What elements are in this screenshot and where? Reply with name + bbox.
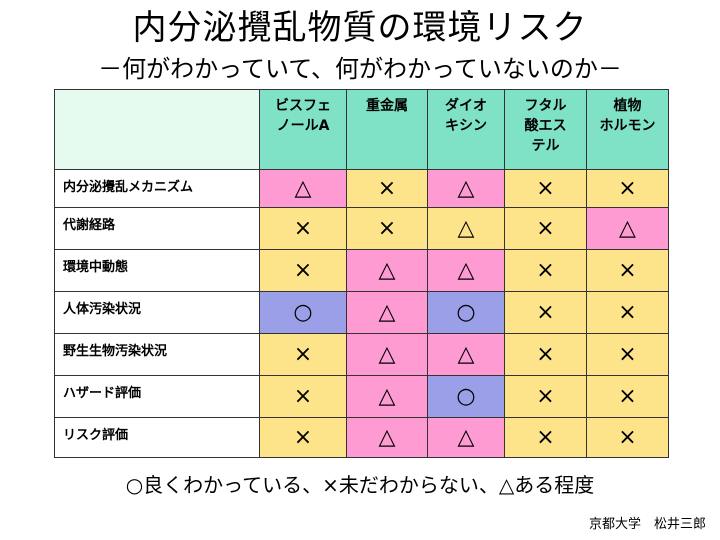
column-header-line: ビスフェ xyxy=(275,98,331,114)
table-row: ハザード評価 × △ ○ × × xyxy=(54,375,669,418)
column-header: ビスフェノールA xyxy=(259,89,347,170)
column-header-line: ノールA xyxy=(276,118,330,134)
assessment-cell: × xyxy=(504,291,587,334)
row-header: 環境中動態 xyxy=(54,249,260,292)
assessment-cell: ○ xyxy=(259,291,347,334)
assessment-cell: × xyxy=(259,249,347,292)
assessment-cell: △ xyxy=(427,169,505,208)
table-row: 内分泌攪乱メカニズム △ × △ × × xyxy=(54,169,669,208)
assessment-cell: × xyxy=(504,249,587,292)
assessment-cell: × xyxy=(504,333,587,376)
assessment-cell: × xyxy=(586,291,669,334)
assessment-cell: △ xyxy=(346,375,428,418)
column-header-line: 重金属 xyxy=(366,98,408,114)
assessment-cell: × xyxy=(259,417,347,458)
column-header: 植物 ホルモン xyxy=(586,89,669,170)
row-header: 野生生物汚染状況 xyxy=(54,333,260,376)
table-row: 環境中動態 × △ △ × × xyxy=(54,249,669,292)
table-row: 代謝経路 × × △ × △ xyxy=(54,207,669,250)
assessment-cell: × xyxy=(346,207,428,250)
column-header-line: 植物 xyxy=(613,98,642,114)
assessment-cell: × xyxy=(259,333,347,376)
assessment-cell: △ xyxy=(427,207,505,250)
assessment-cell: × xyxy=(504,207,587,250)
column-header-line: 酸エス xyxy=(524,118,567,134)
assessment-cell: × xyxy=(346,169,428,208)
assessment-cell: △ xyxy=(346,249,428,292)
column-header-line: テル xyxy=(531,138,560,154)
assessment-table: ビスフェ ノールA 重金属 ダイオ キシン フタル 酸エス テル 植物 ホルモン 内分泌攪乱メカニ… xyxy=(54,89,669,458)
assessment-cell: △ xyxy=(346,333,428,376)
assessment-cell: △ xyxy=(259,169,347,208)
column-header-line: ホルモン xyxy=(599,118,656,134)
legend-text: ○良くわかっている、×未だわからない、△ある程度 xyxy=(125,473,595,497)
assessment-cell: × xyxy=(259,375,347,418)
column-header: ダイオ キシン xyxy=(427,89,505,170)
row-header: ハザード評価 xyxy=(54,375,260,418)
column-header-line: キシン xyxy=(445,118,487,134)
author-credit: 京都大学 松井三郎 xyxy=(588,517,706,532)
table-row: 人体汚染状況 ○ △ ○ × × xyxy=(54,291,669,334)
assessment-cell: × xyxy=(586,375,669,418)
assessment-cell: × xyxy=(259,207,347,250)
assessment-cell: × xyxy=(586,333,669,376)
assessment-cell: △ xyxy=(346,291,428,334)
assessment-cell: ○ xyxy=(427,291,505,334)
assessment-cell: △ xyxy=(427,249,505,292)
column-header: フタル 酸エス テル xyxy=(504,89,587,170)
assessment-cell: × xyxy=(586,417,669,458)
assessment-cell: ○ xyxy=(427,375,505,418)
row-header: 代謝経路 xyxy=(54,207,260,250)
row-header: 内分泌攪乱メカニズム xyxy=(54,169,260,208)
table-row: リスク評価 × △ △ × × xyxy=(54,417,669,458)
table-corner-cell xyxy=(54,89,260,170)
column-header: 重金属 xyxy=(346,89,428,170)
assessment-cell: △ xyxy=(346,417,428,458)
assessment-cell: × xyxy=(504,375,587,418)
assessment-cell: △ xyxy=(427,333,505,376)
row-header: 人体汚染状況 xyxy=(54,291,260,334)
assessment-cell: × xyxy=(504,169,587,208)
slide-subtitle: －何がわかっていて、何がわかっていないのか－ xyxy=(98,55,622,83)
assessment-cell: × xyxy=(586,249,669,292)
assessment-cell: × xyxy=(504,417,587,458)
column-header-line: ダイオ xyxy=(445,98,487,114)
row-header: リスク評価 xyxy=(54,417,260,458)
assessment-cell: × xyxy=(586,169,669,208)
table-row: 野生生物汚染状況 × △ △ × × xyxy=(54,333,669,376)
slide-title: 内分泌攪乱物質の環境リスク xyxy=(132,8,588,48)
column-header-line: フタル xyxy=(524,98,567,114)
assessment-cell: △ xyxy=(586,207,669,250)
assessment-cell: △ xyxy=(427,417,505,458)
